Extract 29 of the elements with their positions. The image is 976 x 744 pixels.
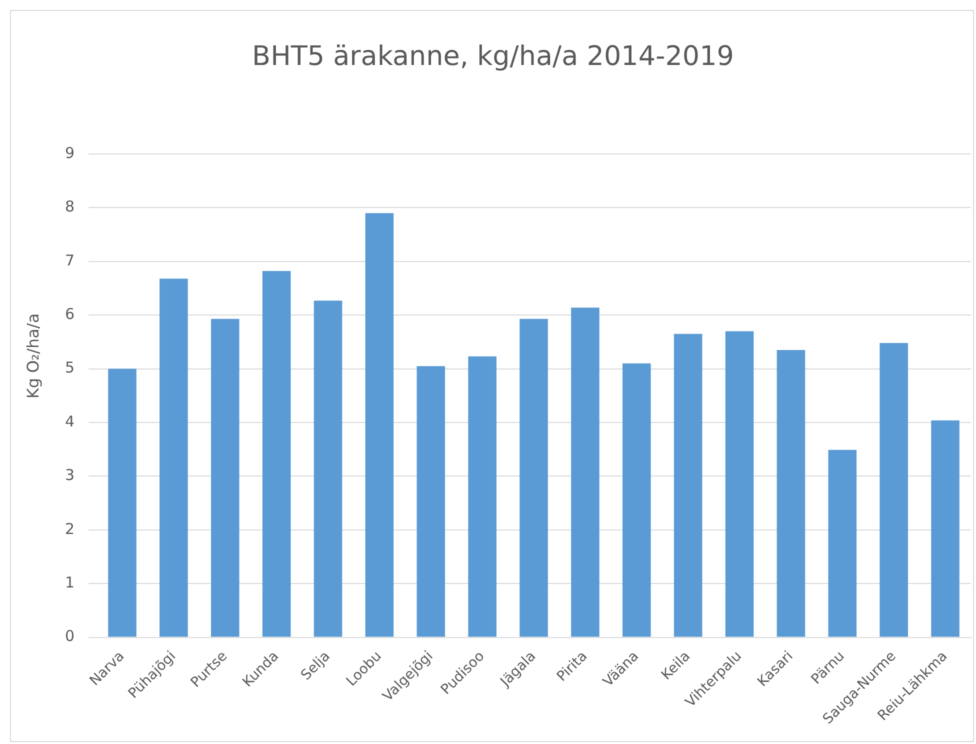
bar	[931, 420, 960, 637]
bar	[160, 278, 188, 637]
chart-title: BHT5 ärakanne, kg/ha/a 2014-2019	[251, 41, 735, 72]
y-tick-label: 7	[64, 251, 75, 270]
bar	[880, 343, 908, 637]
bar	[622, 363, 651, 637]
y-tick-label: 3	[64, 466, 75, 484]
bar	[776, 350, 806, 637]
y-tick-label: 6	[64, 304, 75, 323]
bar	[828, 450, 857, 637]
bar	[674, 334, 702, 637]
y-tick-label: 4	[64, 412, 75, 430]
bar	[416, 366, 446, 637]
y-tick-label: 0	[64, 627, 75, 646]
bar	[520, 318, 548, 637]
y-axis-title: Kg O₂/ha/a	[24, 313, 42, 399]
bar	[262, 271, 291, 637]
y-tick-label: 9	[64, 144, 75, 162]
y-tick-label: 5	[64, 358, 75, 377]
bar	[571, 308, 600, 637]
bar	[468, 356, 496, 637]
y-tick-label: 1	[64, 573, 75, 592]
bar	[314, 300, 342, 637]
y-tick-label: 2	[64, 520, 75, 538]
bar	[365, 213, 394, 637]
bar	[210, 318, 240, 637]
bar	[725, 331, 754, 637]
y-tick-label: 8	[64, 198, 75, 216]
bar	[108, 368, 136, 637]
